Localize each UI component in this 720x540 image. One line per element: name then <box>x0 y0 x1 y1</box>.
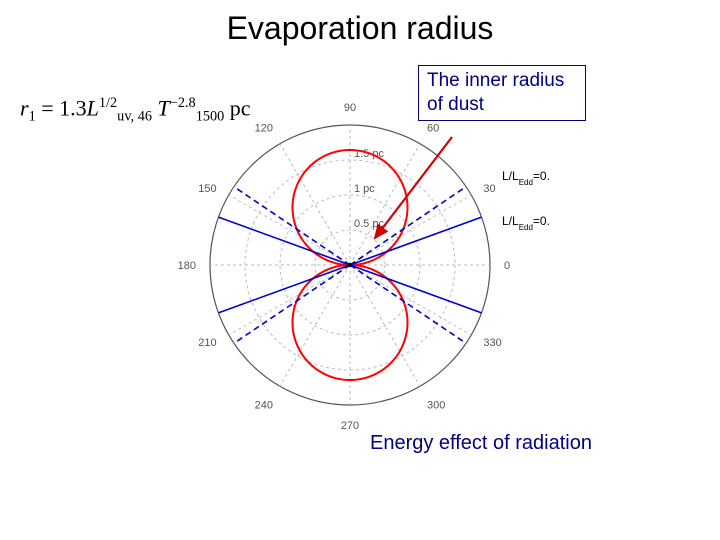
svg-text:L/LEdd=0.004: L/LEdd=0.004 <box>502 169 550 187</box>
svg-text:0.5 pc: 0.5 pc <box>354 218 384 230</box>
svg-text:1 pc: 1 pc <box>354 183 375 195</box>
polar-chart: 0 30 60 90 120 150 180 210 240 270 300 330 0.5 pc 1 p… <box>150 65 550 465</box>
svg-text:L/LEdd=0.01: L/LEdd=0.01 <box>502 214 550 232</box>
svg-text:240: 240 <box>255 399 273 411</box>
svg-text:210: 210 <box>198 337 216 349</box>
svg-text:300: 300 <box>427 399 445 411</box>
svg-text:0: 0 <box>504 260 510 272</box>
svg-text:30: 30 <box>483 183 495 195</box>
page-title: Evaporation radius <box>0 10 720 47</box>
svg-text:180: 180 <box>178 260 196 272</box>
svg-text:330: 330 <box>483 337 501 349</box>
svg-text:120: 120 <box>255 123 273 135</box>
svg-text:150: 150 <box>198 183 216 195</box>
svg-text:60: 60 <box>427 123 439 135</box>
svg-text:90: 90 <box>344 102 356 114</box>
svg-text:270: 270 <box>341 420 359 432</box>
